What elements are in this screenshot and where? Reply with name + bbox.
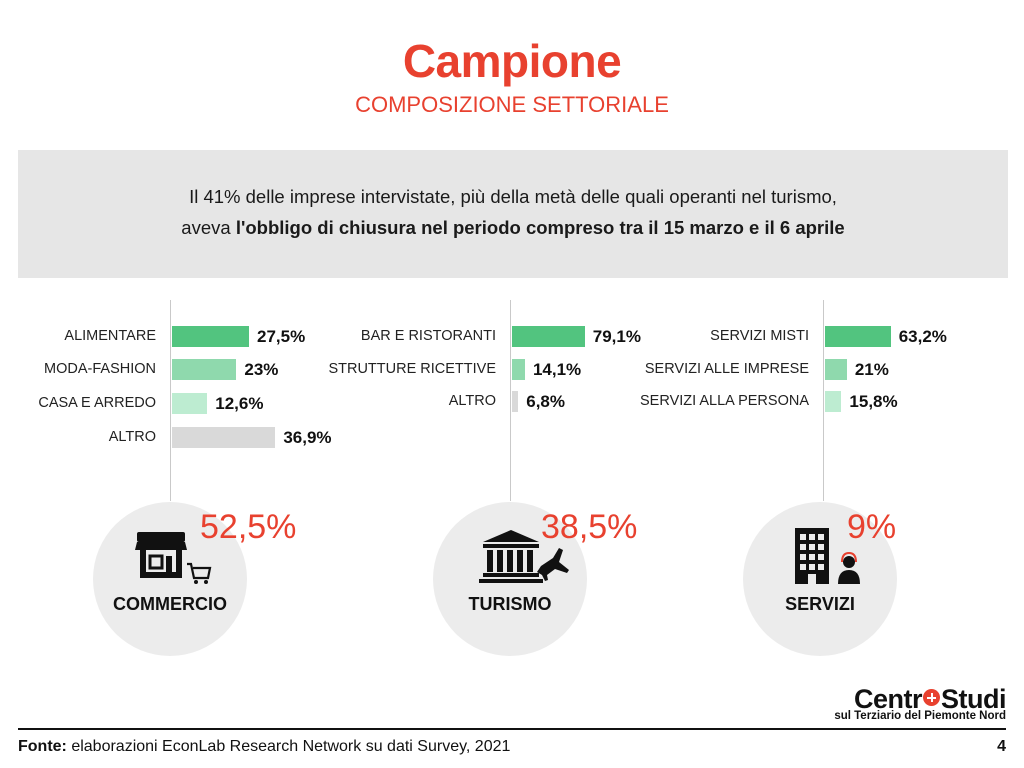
bar-commercio — [172, 427, 276, 448]
bar-commercio — [172, 393, 208, 414]
summary-banner: Il 41% delle imprese intervistate, più d… — [18, 150, 1008, 278]
logo-text-left: Centr — [853, 684, 923, 714]
logo-cross-icon — [923, 689, 940, 706]
sector-share-turismo: 38,5% — [541, 508, 638, 546]
bar-servizi — [825, 326, 891, 347]
bar-value-label: 36,9% — [283, 428, 332, 447]
footer-divider — [18, 728, 1006, 730]
page-title: Campione — [402, 35, 622, 87]
page-number: 4 — [997, 738, 1006, 755]
sector-share-servizi: 9% — [847, 508, 897, 546]
bar-value-label: 63,2% — [898, 327, 947, 346]
bar-value-label: 27,5% — [257, 327, 306, 346]
centro-studi-logo: Centr Studi sul Terziario del Piemonte No… — [806, 684, 1006, 724]
page-subtitle: COMPOSIZIONE SETTORIALE — [355, 92, 669, 117]
sector-circle-commercio: COMMERCIO — [93, 502, 247, 656]
banner-line-2: aveva l'obbligo di chiusura nel periodo … — [18, 217, 1008, 239]
sector-share-commercio: 52,5% — [200, 508, 297, 546]
bar-value-label: 79,1% — [592, 327, 641, 346]
bar-value-label: 23% — [244, 360, 279, 379]
bar-value-label: 15,8% — [849, 392, 898, 411]
banner-line-2-prefix: aveva — [181, 217, 236, 238]
category-label: ALTRO — [108, 429, 156, 445]
bar-turismo — [512, 391, 519, 412]
building-person-icon — [743, 526, 897, 586]
logo-text-right: Studi — [941, 684, 1007, 714]
category-label: BAR E RISTORANTI — [360, 328, 496, 344]
bar-commercio — [172, 359, 237, 380]
category-label: STRUTTURE RICETTIVE — [328, 361, 496, 377]
category-label: CASA E ARREDO — [38, 395, 156, 411]
bar-turismo — [512, 326, 585, 347]
category-label: SERVIZI ALLA PERSONA — [640, 393, 809, 409]
logo-subtitle: sul Terziario del Piemonte Nord — [834, 710, 1006, 722]
bar-turismo — [512, 359, 525, 380]
museum-plane-icon — [433, 526, 587, 586]
sector-name-servizi: SERVIZI — [785, 594, 855, 614]
axis-line-turismo — [510, 300, 511, 501]
footer-source: Fonte: elaborazioni EconLab Research Net… — [18, 738, 510, 756]
bar-value-label: 14,1% — [532, 360, 582, 379]
category-label: SERVIZI ALLE IMPRESE — [644, 361, 809, 377]
category-label: ALIMENTARE — [64, 328, 156, 344]
axis-line-servizi — [823, 300, 824, 501]
category-label: SERVIZI MISTI — [710, 328, 809, 344]
sector-circle-servizi: SERVIZI — [743, 502, 897, 656]
sector-name-commercio: COMMERCIO — [113, 594, 227, 614]
footer-source-text: elaborazioni EconLab Research Network su… — [66, 738, 511, 755]
bar-value-label: 21% — [854, 360, 889, 379]
sector-name-turismo: TURISMO — [468, 594, 552, 614]
bar-servizi — [825, 359, 847, 380]
bar-servizi — [825, 391, 842, 412]
shop-cart-icon — [93, 526, 247, 586]
category-label: ALTRO — [448, 393, 496, 409]
sector-circle-turismo: TURISMO — [433, 502, 587, 656]
logo-wordmark: Centr Studi — [853, 684, 1007, 715]
axis-line-commercio — [170, 300, 171, 501]
category-label: MODA-FASHION — [44, 361, 156, 377]
bar-value-label: 6,8% — [526, 392, 565, 411]
banner-line-1: Il 41% delle imprese intervistate, più d… — [189, 186, 837, 207]
bar-value-label: 12,6% — [215, 394, 264, 413]
banner-line-2-bold: l'obbligo di chiusura nel periodo compre… — [235, 217, 845, 238]
footer-source-label: Fonte: — [18, 738, 67, 755]
bar-commercio — [172, 326, 249, 347]
